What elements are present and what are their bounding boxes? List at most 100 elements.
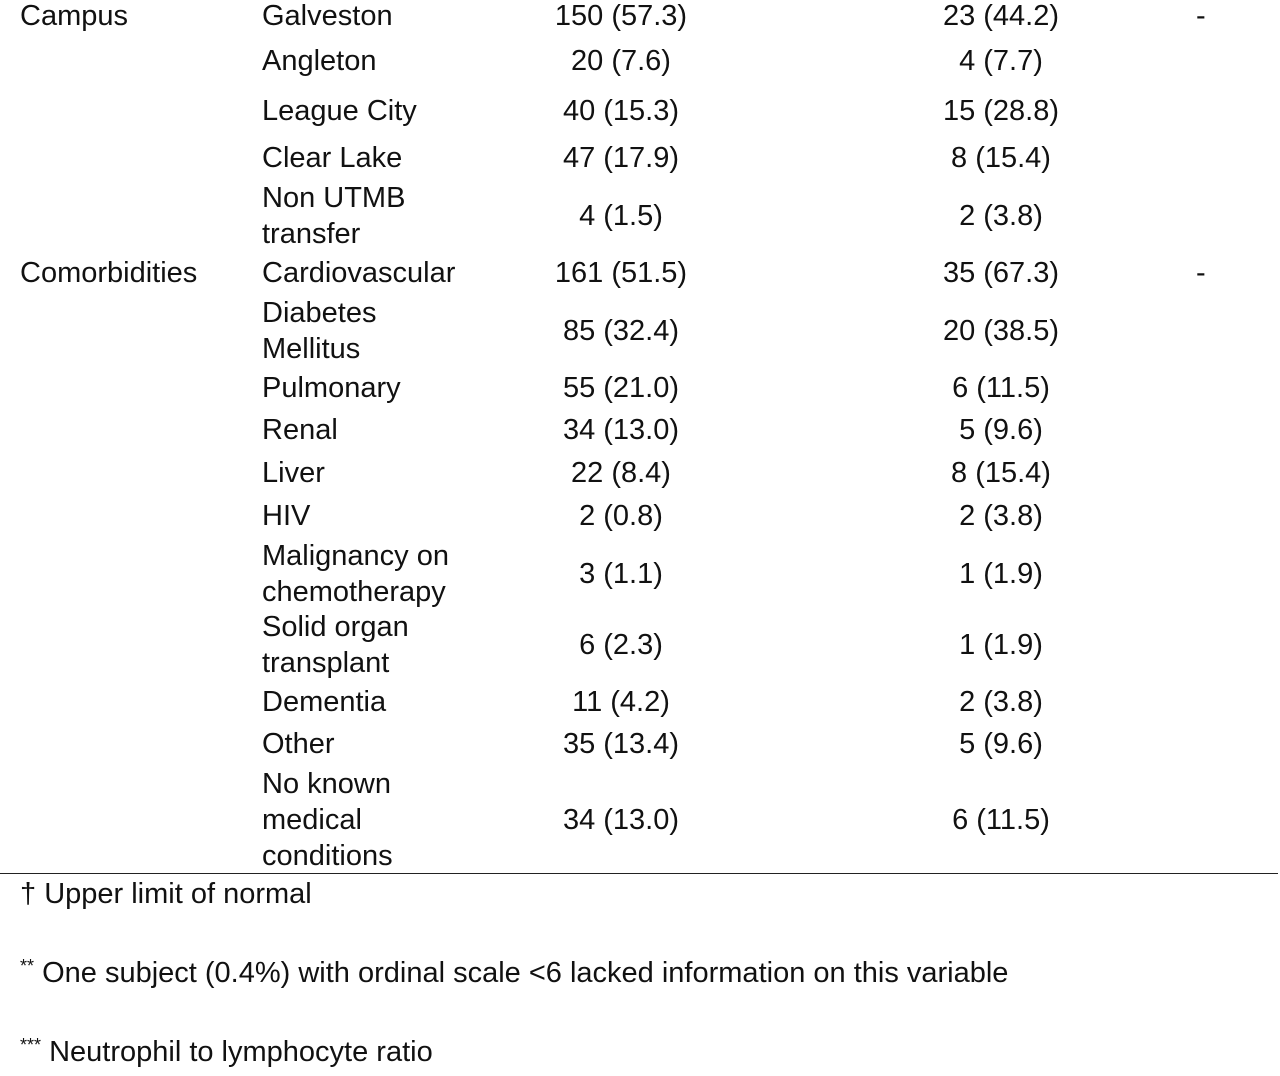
row-label: Pulmonary xyxy=(262,370,512,406)
table-row: Malignancy on chemotherapy 3 (1.1) 1 (1.9) xyxy=(0,538,1280,610)
table-row: Liver 22 (8.4) 8 (15.4) xyxy=(0,455,1280,491)
group1-value-cell: 85 (32.4) xyxy=(562,315,680,347)
row-label-line: transfer xyxy=(262,218,361,250)
row-label-line: Non UTMB xyxy=(262,182,406,214)
row-label: Malignancy on chemotherapy xyxy=(262,538,512,610)
group2-value-cell: 6 (11.5) xyxy=(952,372,1050,404)
row-label-line: Solid organ xyxy=(262,611,409,643)
table-row: No known medical conditions 34 (13.0) 6 (11.… xyxy=(0,766,1280,874)
p-value-cell: - xyxy=(1196,0,1206,32)
row-label: Other xyxy=(262,726,512,762)
table-row: HIV 2 (0.8) 2 (3.8) xyxy=(0,498,1280,534)
row-label: No known medical conditions xyxy=(262,766,512,874)
group1-value-cell: 161 (51.5) xyxy=(554,257,688,289)
table-row: Clear Lake 47 (17.9) 8 (15.4) xyxy=(0,140,1280,176)
row-label-line: Liver xyxy=(262,457,325,489)
group2-value-cell: 8 (15.4) xyxy=(951,142,1051,174)
row-label-line: Cardiovascular xyxy=(262,257,456,289)
table-row: Angleton 20 (7.6) 4 (7.7) xyxy=(0,43,1280,79)
footnote-text: One subject (0.4%) with ordinal scale <6… xyxy=(34,957,1009,989)
group2-value-cell: 5 (9.6) xyxy=(959,414,1043,446)
p-value-cell: - xyxy=(1196,257,1206,289)
group2-value-cell: 6 (11.5) xyxy=(952,804,1050,836)
row-label-line: Galveston xyxy=(262,0,393,32)
row-label-line: medical xyxy=(262,804,362,836)
row-label-line: Diabetes xyxy=(262,297,377,329)
row-label: Diabetes Mellitus xyxy=(262,295,512,367)
group1-value-cell: 150 (57.3) xyxy=(554,0,688,32)
row-label: HIV xyxy=(262,498,512,534)
table-row: Dementia 11 (4.2) 2 (3.8) xyxy=(0,684,1280,720)
category-label: Comorbidities xyxy=(20,257,198,289)
group1-value-cell: 22 (8.4) xyxy=(571,457,671,489)
group2-value-cell: 5 (9.6) xyxy=(959,728,1043,760)
footnote-text: Upper limit of normal xyxy=(36,878,312,910)
group2-value-cell: 2 (3.8) xyxy=(959,200,1043,232)
row-label-line: conditions xyxy=(262,840,393,872)
row-label: League City xyxy=(262,93,512,129)
footnote-mark: † xyxy=(20,878,37,910)
row-label-line: Dementia xyxy=(262,686,387,718)
row-label: Galveston xyxy=(262,0,512,34)
row-label-line: HIV xyxy=(262,500,311,532)
group1-value-cell: 55 (21.0) xyxy=(562,372,680,404)
table-bottom-rule xyxy=(0,873,1278,874)
row-label-line: Pulmonary xyxy=(262,372,401,404)
row-label-line: Other xyxy=(262,728,335,760)
row-label: Non UTMB transfer xyxy=(262,180,512,252)
row-label: Dementia xyxy=(262,684,512,720)
category-label: Campus xyxy=(20,0,128,32)
row-label-line: Angleton xyxy=(262,45,377,77)
group2-value-cell: 35 (67.3) xyxy=(942,257,1060,289)
row-label-line: Malignancy on xyxy=(262,540,449,572)
row-label: Renal xyxy=(262,412,512,448)
footnote-mark: *** xyxy=(20,1035,42,1055)
group1-value-cell: 40 (15.3) xyxy=(562,95,680,127)
group2-value-cell: 23 (44.2) xyxy=(942,0,1060,32)
row-label-line: Clear Lake xyxy=(262,142,403,174)
table-row: Renal 34 (13.0) 5 (9.6) xyxy=(0,412,1280,448)
group1-value-cell: 34 (13.0) xyxy=(562,804,680,836)
row-label-line: transplant xyxy=(262,647,390,679)
table-row: League City 40 (15.3) 15 (28.8) xyxy=(0,93,1280,129)
table-row: Non UTMB transfer 4 (1.5) 2 (3.8) xyxy=(0,180,1280,252)
footnote-nlr: *** Neutrophil to lymphocyte ratio xyxy=(20,1034,433,1070)
row-label-line: League City xyxy=(262,95,417,127)
footnote-missing-info: ** One subject (0.4%) with ordinal scale… xyxy=(20,955,1008,991)
table-row: Campus - Galveston 150 (57.3) 23 (44.2) xyxy=(0,0,1280,34)
group1-value-cell: 2 (0.8) xyxy=(579,500,663,532)
group1-value-cell: 6 (2.3) xyxy=(579,629,663,661)
row-label-line: No known xyxy=(262,768,391,800)
footnote-text: Neutrophil to lymphocyte ratio xyxy=(41,1036,433,1068)
row-label: Cardiovascular xyxy=(262,255,512,291)
row-label: Solid organ transplant xyxy=(262,609,512,681)
row-label-line: Renal xyxy=(262,414,338,446)
group2-value-cell: 2 (3.8) xyxy=(959,686,1043,718)
group1-value-cell: 35 (13.4) xyxy=(562,728,680,760)
row-label: Clear Lake xyxy=(262,140,512,176)
group1-value-cell: 47 (17.9) xyxy=(562,142,680,174)
group1-value-cell: 3 (1.1) xyxy=(579,558,663,590)
group1-value-cell: 11 (4.2) xyxy=(572,686,670,718)
group1-value-cell: 20 (7.6) xyxy=(571,45,671,77)
footnote-upper-limit: † Upper limit of normal xyxy=(20,876,312,912)
group2-value-cell: 15 (28.8) xyxy=(942,95,1060,127)
group1-value-cell: 34 (13.0) xyxy=(562,414,680,446)
row-label: Angleton xyxy=(262,43,512,79)
table-row: Solid organ transplant 6 (2.3) 1 (1.9) xyxy=(0,609,1280,681)
row-label-line: Mellitus xyxy=(262,333,361,365)
table-row: Comorbidities - Cardiovascular 161 (51.5) 35… xyxy=(0,255,1280,291)
group2-value-cell: 2 (3.8) xyxy=(959,500,1043,532)
group1-value-cell: 4 (1.5) xyxy=(579,200,663,232)
row-label: Liver xyxy=(262,455,512,491)
group2-value-cell: 1 (1.9) xyxy=(959,558,1043,590)
group2-value-cell: 4 (7.7) xyxy=(959,45,1043,77)
table-row: Diabetes Mellitus 85 (32.4) 20 (38.5) xyxy=(0,295,1280,367)
row-label-line: chemotherapy xyxy=(262,576,446,608)
footnote-mark: ** xyxy=(20,956,35,976)
group2-value-cell: 20 (38.5) xyxy=(942,315,1060,347)
table-row: Pulmonary 55 (21.0) 6 (11.5) xyxy=(0,370,1280,406)
table-row: Other 35 (13.4) 5 (9.6) xyxy=(0,726,1280,762)
group2-value-cell: 8 (15.4) xyxy=(951,457,1051,489)
group2-value-cell: 1 (1.9) xyxy=(959,629,1043,661)
